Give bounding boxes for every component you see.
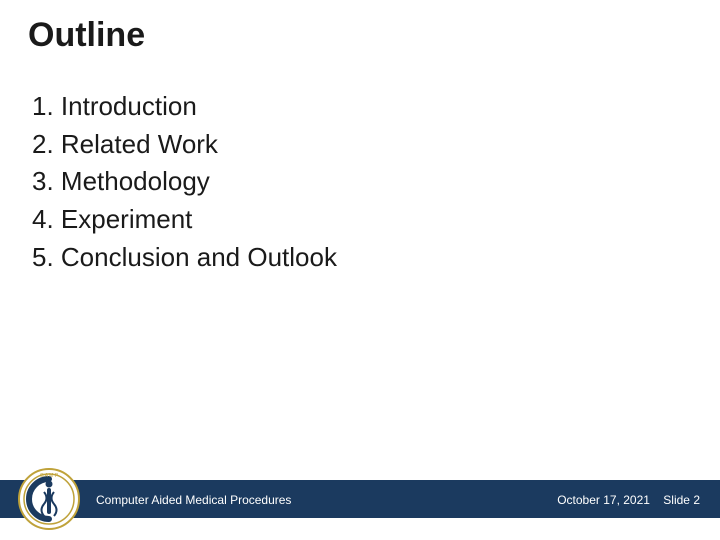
slide: Outline 1. Introduction 2. Related Work …	[0, 0, 720, 540]
list-item: 5. Conclusion and Outlook	[32, 239, 337, 277]
footer-meta: October 17, 2021 Slide 2	[557, 493, 700, 507]
camp-logo-icon: C A M P	[18, 468, 80, 530]
footer-slide-number: Slide 2	[663, 493, 700, 507]
list-item: 4. Experiment	[32, 201, 337, 239]
footer-org: Computer Aided Medical Procedures	[96, 493, 291, 507]
outline-list: 1. Introduction 2. Related Work 3. Metho…	[32, 88, 337, 276]
footer-date: October 17, 2021	[557, 493, 650, 507]
list-item: 3. Methodology	[32, 163, 337, 201]
slide-title: Outline	[28, 16, 145, 55]
svg-text:C A M P: C A M P	[40, 473, 59, 479]
logo: C A M P	[18, 468, 80, 530]
list-item: 2. Related Work	[32, 126, 337, 164]
list-item: 1. Introduction	[32, 88, 337, 126]
